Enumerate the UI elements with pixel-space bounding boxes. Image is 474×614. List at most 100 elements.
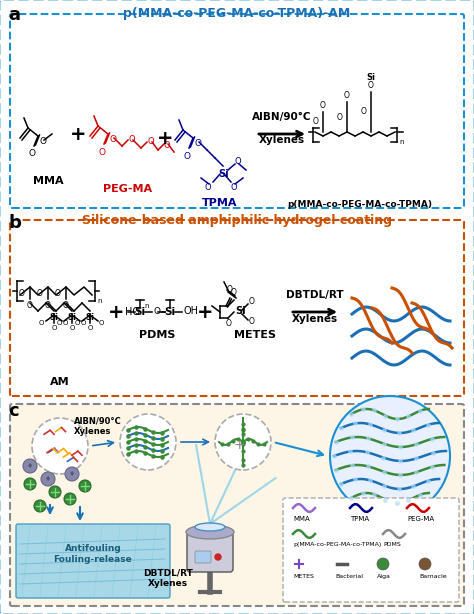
Point: [239, 437, 247, 447]
FancyBboxPatch shape: [10, 14, 464, 208]
Circle shape: [215, 554, 221, 560]
Point: [337, 479, 345, 489]
Point: [141, 441, 149, 451]
Ellipse shape: [186, 525, 234, 539]
Point: [416, 406, 423, 416]
Point: [141, 424, 149, 433]
Text: METES: METES: [293, 574, 314, 579]
Point: [249, 436, 257, 446]
FancyBboxPatch shape: [187, 531, 233, 572]
Text: O: O: [110, 135, 117, 144]
Point: [332, 465, 339, 475]
Point: [366, 475, 374, 485]
Point: [359, 489, 366, 499]
Circle shape: [215, 414, 271, 470]
Text: Si: Si: [164, 307, 175, 317]
Point: [396, 456, 404, 466]
Point: [347, 493, 355, 503]
Text: TPMA: TPMA: [202, 198, 238, 208]
Point: [239, 424, 247, 434]
Text: MMA: MMA: [293, 516, 310, 522]
Point: [133, 440, 140, 450]
Text: p(MMA-co-PEG-MA-co-TPMA)-AM: p(MMA-co-PEG-MA-co-TPMA)-AM: [123, 7, 351, 20]
Point: [239, 429, 247, 439]
Text: O: O: [74, 320, 80, 326]
Text: O: O: [55, 289, 61, 298]
Text: Si: Si: [49, 313, 58, 322]
Text: O: O: [38, 320, 44, 326]
Text: O: O: [368, 81, 374, 90]
Point: [124, 431, 132, 441]
Text: HO: HO: [125, 307, 140, 317]
Point: [412, 467, 419, 477]
Circle shape: [377, 558, 389, 570]
Ellipse shape: [195, 523, 225, 531]
Text: Si: Si: [235, 306, 246, 316]
Point: [359, 405, 366, 414]
Point: [424, 476, 431, 486]
Point: [158, 433, 165, 443]
Point: [381, 481, 388, 491]
Point: [348, 460, 356, 470]
Point: [330, 451, 338, 461]
Point: [239, 446, 247, 456]
Point: [393, 498, 401, 508]
Point: [239, 439, 247, 449]
Point: [395, 484, 402, 494]
Text: Si: Si: [219, 169, 229, 179]
Point: [370, 489, 378, 499]
Point: [149, 433, 157, 443]
Text: O: O: [337, 112, 343, 122]
Text: Si: Si: [85, 313, 94, 322]
Point: [141, 430, 149, 440]
Text: Alga: Alga: [377, 574, 391, 579]
Text: O: O: [249, 298, 255, 306]
Point: [424, 420, 431, 430]
Text: ♦: ♦: [45, 476, 51, 482]
Point: [239, 437, 247, 447]
Point: [381, 425, 388, 435]
Text: O: O: [235, 158, 242, 166]
Text: AM: AM: [50, 377, 70, 387]
Point: [370, 405, 378, 415]
Point: [239, 460, 247, 470]
Text: n: n: [144, 303, 148, 309]
Point: [260, 440, 267, 449]
Text: Si: Si: [67, 313, 76, 322]
Point: [141, 436, 149, 446]
Point: [380, 453, 387, 462]
Text: +: +: [108, 303, 124, 322]
Text: O: O: [313, 117, 319, 126]
Point: [412, 454, 420, 464]
Text: O: O: [164, 141, 171, 150]
Text: n: n: [97, 298, 101, 304]
Point: [124, 425, 132, 435]
Text: O: O: [148, 136, 155, 146]
Point: [380, 467, 387, 476]
Point: [141, 448, 149, 457]
Circle shape: [49, 486, 61, 498]
Point: [133, 422, 140, 432]
Text: PEG-MA: PEG-MA: [103, 184, 153, 194]
Text: p(MMA-co-PEG-MA-co-TPMA): p(MMA-co-PEG-MA-co-TPMA): [293, 542, 381, 547]
Text: O: O: [87, 325, 93, 331]
Text: Xylenes: Xylenes: [259, 135, 305, 145]
Point: [363, 448, 371, 457]
Text: Xylenes: Xylenes: [292, 314, 338, 324]
Text: +: +: [233, 438, 245, 452]
Point: [416, 490, 423, 500]
Text: ♦: ♦: [27, 463, 33, 469]
Point: [239, 419, 247, 429]
Point: [124, 437, 132, 447]
Point: [332, 437, 339, 447]
Point: [346, 446, 354, 456]
Point: [409, 426, 417, 435]
Point: [337, 423, 345, 433]
FancyBboxPatch shape: [16, 524, 170, 598]
Point: [124, 443, 132, 453]
Point: [348, 432, 356, 442]
Text: O: O: [231, 288, 237, 297]
Point: [229, 436, 237, 446]
Text: O: O: [63, 301, 69, 310]
Circle shape: [419, 558, 431, 570]
